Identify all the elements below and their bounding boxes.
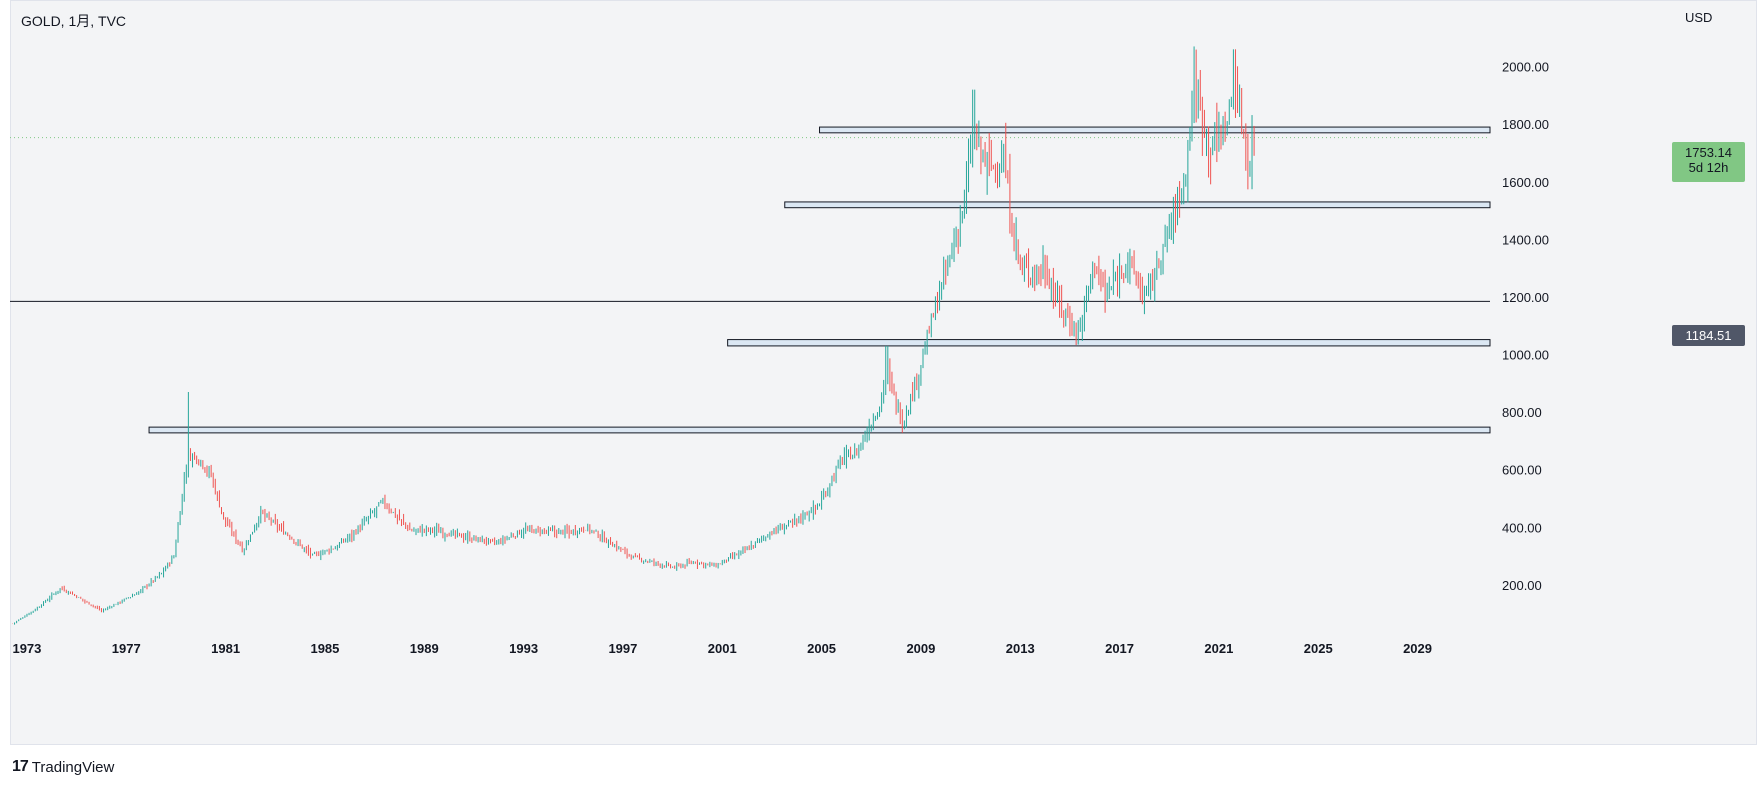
x-tick-label: 2017	[1105, 641, 1134, 656]
time-axis: 1973 1977 1981 1985 1989 1993 1997 2001 2005 2009…	[12, 641, 1432, 656]
y-tick-label: 1600.00	[1502, 175, 1549, 190]
zone-0[interactable]	[148, 426, 1491, 434]
zone-3[interactable]	[819, 126, 1491, 134]
tradingview-logo-icon: 17	[12, 758, 29, 775]
y-tick-label: 800.00	[1502, 405, 1542, 420]
y-tick-label: 2000.00	[1502, 60, 1549, 75]
x-tick-label: 2009	[906, 641, 935, 656]
ohlc-bars	[11, 46, 1255, 625]
x-tick-label: 2001	[708, 641, 737, 656]
price-axis: 200.00 400.00 600.00 800.00 1000.00 1200.00 14…	[1502, 60, 1549, 593]
y-tick-label: 600.00	[1502, 463, 1542, 478]
x-tick-label: 2005	[807, 641, 836, 656]
brand-label: TradingView	[31, 758, 115, 776]
support-resistance-zones	[148, 126, 1491, 434]
zone-1[interactable]	[727, 339, 1491, 347]
x-tick-label: 1989	[410, 641, 439, 656]
zone-2[interactable]	[784, 201, 1491, 209]
x-tick-label: 1993	[509, 641, 538, 656]
y-tick-label: 1400.00	[1502, 232, 1549, 247]
last-price-value: 1753.14	[1685, 145, 1732, 160]
bar-countdown: 5d 12h	[1688, 160, 1729, 175]
x-tick-label: 1997	[608, 641, 637, 656]
x-tick-label: 1973	[12, 641, 41, 656]
price-chart[interactable]: 200.00 400.00 600.00 800.00 1000.00 1200.00 14…	[10, 1, 1757, 743]
chart-pane[interactable]	[10, 0, 1757, 745]
y-tick-label: 400.00	[1502, 520, 1542, 535]
tradingview-brand[interactable]: 17 TradingView	[12, 758, 114, 776]
x-tick-label: 2013	[1006, 641, 1035, 656]
x-tick-label: 1977	[112, 641, 141, 656]
x-tick-label: 2029	[1403, 641, 1432, 656]
y-tick-label: 1800.00	[1502, 117, 1549, 132]
symbol-title: GOLD, 1月, TVC	[21, 13, 127, 29]
last-price-tag: 1753.14 5d 12h	[1672, 142, 1745, 182]
y-tick-label: 200.00	[1502, 578, 1542, 593]
y-tick-label: 1000.00	[1502, 348, 1549, 363]
horizontal-line-price-tag: 1184.51	[1672, 325, 1745, 346]
currency-label: USD	[1685, 10, 1713, 25]
x-tick-label: 2025	[1304, 641, 1333, 656]
x-tick-label: 2021	[1204, 641, 1233, 656]
x-tick-label: 1981	[211, 641, 240, 656]
x-tick-label: 1985	[310, 641, 339, 656]
y-tick-label: 1200.00	[1502, 290, 1549, 305]
